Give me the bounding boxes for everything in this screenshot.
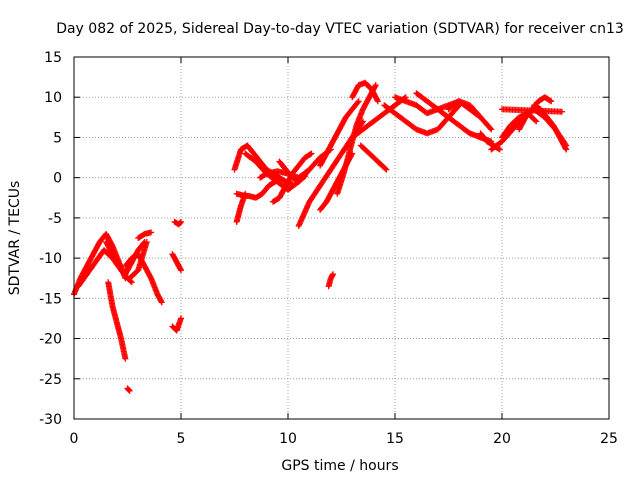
y-tick-label: 15 xyxy=(44,50,62,66)
data-point xyxy=(558,108,565,115)
series-track-n xyxy=(233,190,249,225)
data-point xyxy=(374,98,381,105)
series-track-v xyxy=(325,271,336,290)
data-point xyxy=(158,299,165,306)
series-track-w xyxy=(334,82,379,197)
x-tick-label: 20 xyxy=(493,431,511,447)
data-point xyxy=(307,151,314,158)
data-point xyxy=(329,271,336,278)
axis-ticks: 0 5 10 15 20 25 -30 -25 -20 -15 -10 -5 0 5 10 15 xyxy=(39,50,618,447)
series-track-h xyxy=(124,385,133,394)
data-point xyxy=(547,97,554,104)
x-tick-label: 10 xyxy=(279,431,297,447)
data-point xyxy=(308,150,315,157)
x-tick-label: 15 xyxy=(386,431,404,447)
data-point xyxy=(242,190,249,197)
data-point xyxy=(122,355,129,362)
y-tick-label: -25 xyxy=(39,372,62,388)
data-point xyxy=(178,315,184,322)
y-tick-label: 0 xyxy=(53,171,62,187)
data-point xyxy=(302,173,309,180)
data-point xyxy=(355,98,362,105)
y-tick-label: -30 xyxy=(39,412,62,428)
series-track-j xyxy=(171,218,184,228)
plot-frame xyxy=(73,56,610,420)
series-track-m xyxy=(233,178,279,201)
series-track-aa xyxy=(381,102,463,137)
data-point xyxy=(383,166,390,173)
x-tick-label: 25 xyxy=(600,431,618,447)
chart-title: Day 082 of 2025, Sidereal Day-to-day VTE… xyxy=(56,21,624,37)
series-track-u xyxy=(317,98,362,169)
data-point xyxy=(148,229,155,236)
series-track-c xyxy=(105,279,129,362)
x-axis-label: GPS time / hours xyxy=(281,458,398,474)
series-track-ad xyxy=(445,98,495,133)
data-point xyxy=(487,125,494,132)
data-point xyxy=(177,219,184,226)
data-point xyxy=(125,387,132,394)
data-points xyxy=(71,79,570,394)
series-track-i xyxy=(169,251,184,274)
series-track-q xyxy=(270,150,315,205)
y-tick-label: 5 xyxy=(53,130,62,146)
x-tick-label: 5 xyxy=(177,431,186,447)
data-point xyxy=(488,126,495,133)
y-tick-label: -10 xyxy=(39,251,62,267)
y-tick-label: -20 xyxy=(39,332,62,348)
data-point xyxy=(563,146,570,153)
x-tick-label: 0 xyxy=(70,431,79,447)
y-tick-label: -15 xyxy=(39,291,62,307)
series-track-x xyxy=(349,79,381,105)
data-point xyxy=(178,218,184,225)
series-track-aj xyxy=(499,106,565,115)
series-track-k xyxy=(169,315,184,334)
series-track-z xyxy=(357,142,390,173)
data-point xyxy=(178,267,184,274)
series-track-f xyxy=(126,239,150,282)
data-point xyxy=(382,165,389,172)
data-point xyxy=(126,387,133,394)
data-point xyxy=(301,173,308,180)
data-point xyxy=(143,239,150,246)
data-point xyxy=(548,98,555,105)
data-point xyxy=(128,279,135,286)
y-tick-label: -5 xyxy=(48,211,62,227)
data-point xyxy=(354,99,361,106)
data-point xyxy=(533,118,540,125)
y-axis-label: SDTVAR / TECUs xyxy=(7,181,23,296)
series-track-g xyxy=(135,229,155,241)
series-track-r xyxy=(276,158,309,185)
data-point xyxy=(372,82,379,89)
data-point xyxy=(532,117,539,124)
y-tick-label: 10 xyxy=(44,90,62,106)
data-point xyxy=(496,146,503,153)
